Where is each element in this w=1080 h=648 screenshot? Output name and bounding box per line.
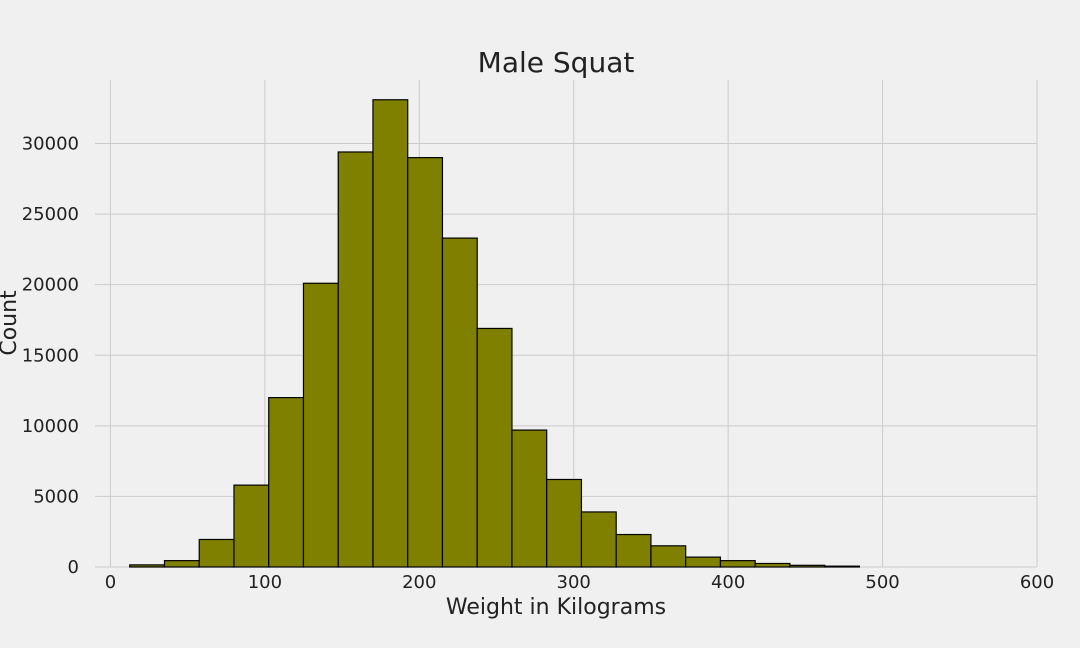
- histogram-bar: [685, 556, 722, 568]
- x-tick-label: 300: [557, 572, 591, 593]
- histogram-bar: [407, 157, 444, 568]
- y-tick-label: 5000: [33, 486, 79, 507]
- x-tick-label: 500: [865, 572, 899, 593]
- histogram-bar: [546, 478, 583, 568]
- y-tick-label: 15000: [22, 345, 79, 366]
- y-tick-label: 10000: [22, 416, 79, 437]
- histogram-bar: [511, 429, 548, 568]
- histogram-bar: [789, 564, 826, 568]
- histogram-bar: [337, 151, 374, 568]
- y-tick-label: 25000: [22, 204, 79, 225]
- histogram-bar: [233, 484, 270, 568]
- histogram-bar: [302, 282, 339, 568]
- histogram-bar: [129, 564, 166, 568]
- chart-title: Male Squat: [478, 46, 635, 79]
- y-tick-label: 0: [68, 557, 79, 578]
- histogram-bar: [615, 533, 652, 568]
- histogram-bar: [476, 327, 513, 568]
- histogram-bar: [824, 565, 861, 568]
- histogram-bar: [650, 545, 687, 568]
- histogram-bar: [198, 538, 235, 568]
- histogram-bar: [754, 562, 791, 568]
- x-tick-label: 200: [402, 572, 436, 593]
- x-axis-label: Weight in Kilograms: [446, 595, 666, 620]
- grid: [95, 80, 1038, 568]
- histogram-bar: [719, 560, 756, 568]
- y-tick-label: 20000: [22, 275, 79, 296]
- y-axis-label: Count: [0, 290, 22, 356]
- histogram-bar: [268, 397, 305, 568]
- y-tick-label: 30000: [22, 134, 79, 155]
- histogram-bar: [441, 237, 478, 568]
- bars: [129, 99, 861, 568]
- x-tick-label: 0: [105, 572, 116, 593]
- x-tick-labels: 0 100 200 300 400 500 600: [105, 572, 1054, 593]
- histogram-bar: [163, 560, 200, 568]
- x-tick-label: 600: [1020, 572, 1054, 593]
- histogram-bar: [372, 99, 409, 568]
- histogram-bar: [580, 511, 617, 568]
- x-tick-label: 400: [711, 572, 745, 593]
- x-tick-label: 100: [248, 572, 282, 593]
- y-tick-labels: 0 5000 10000 15000 20000 25000 30000: [22, 134, 79, 578]
